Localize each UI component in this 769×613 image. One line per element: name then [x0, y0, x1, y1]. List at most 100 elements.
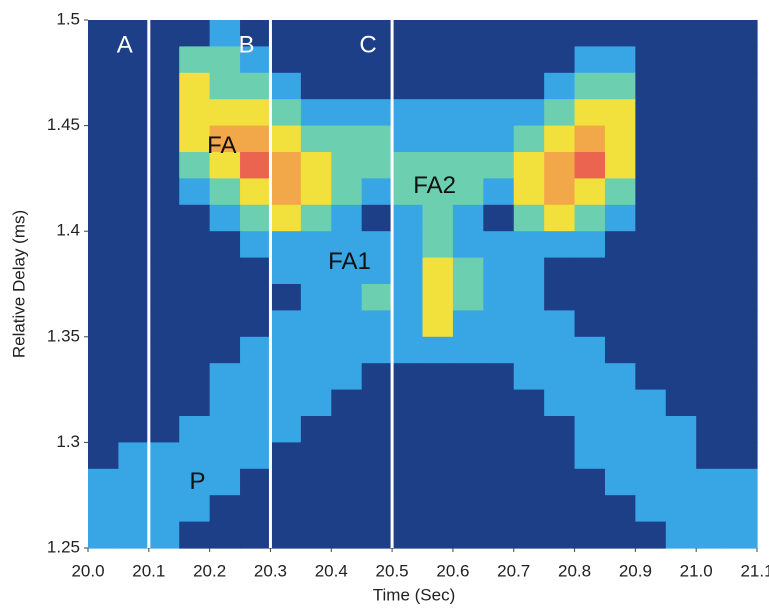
heat-cell — [726, 468, 758, 496]
heat-cell — [422, 125, 454, 153]
heat-cell — [726, 336, 758, 364]
heat-cell — [118, 336, 150, 364]
heat-cell — [604, 20, 636, 47]
heat-cell — [665, 152, 697, 179]
heat-cell — [635, 495, 667, 523]
heat-cell — [635, 416, 667, 443]
heat-cell — [726, 99, 758, 127]
heat-cell — [361, 389, 393, 417]
heat-cell — [544, 495, 576, 523]
heat-cell — [696, 416, 728, 443]
heat-cell — [726, 284, 758, 311]
heat-cell — [209, 231, 241, 259]
heat-cell — [179, 468, 211, 496]
heat-cell — [300, 468, 332, 496]
heat-cell — [88, 204, 120, 232]
heat-cell — [361, 46, 393, 74]
heat-cell — [88, 284, 120, 311]
x-tick-label: 21.1 — [740, 561, 769, 580]
heat-cell — [665, 521, 697, 549]
heat-cell — [88, 125, 120, 153]
heat-cell — [392, 72, 424, 100]
heat-cell — [635, 99, 667, 127]
heat-cell — [696, 125, 728, 153]
heat-cell — [331, 336, 363, 364]
heat-cell — [604, 284, 636, 311]
heat-cell — [696, 72, 728, 100]
heat-cell — [270, 152, 302, 179]
heat-cell — [544, 310, 576, 338]
heat-cell — [726, 204, 758, 232]
heat-cell — [665, 257, 697, 285]
heat-cell — [361, 416, 393, 443]
heat-cell — [696, 257, 728, 285]
heat-cell — [88, 72, 120, 100]
heat-cell — [88, 152, 120, 179]
heat-cell — [513, 204, 545, 232]
heat-cell — [361, 363, 393, 391]
heat-cell — [635, 363, 667, 391]
heat-cell — [574, 152, 606, 179]
heat-cell — [544, 72, 576, 100]
heat-cell — [392, 442, 424, 470]
heat-cell — [148, 46, 180, 74]
heat-cell — [392, 204, 424, 232]
heat-cell — [604, 72, 636, 100]
y-tick-label: 1.5 — [56, 9, 80, 28]
heat-cell — [331, 231, 363, 259]
heat-cell — [209, 20, 241, 47]
heat-cell — [118, 521, 150, 549]
heat-cell — [361, 284, 393, 311]
heat-cell — [513, 336, 545, 364]
heat-cell — [270, 521, 302, 549]
heat-cell — [422, 231, 454, 259]
heat-cell — [88, 416, 120, 443]
y-tick-label: 1.4 — [56, 221, 80, 240]
heat-cell — [361, 204, 393, 232]
x-tick-label: 20.0 — [71, 561, 104, 580]
heat-cell — [544, 125, 576, 153]
heat-cell — [483, 125, 515, 153]
heat-cell — [118, 468, 150, 496]
heat-cell — [361, 152, 393, 179]
heat-cell — [544, 99, 576, 127]
heat-cell — [574, 521, 606, 549]
heat-cell — [696, 204, 728, 232]
annotation: FA1 — [328, 248, 371, 275]
heat-cell — [544, 336, 576, 364]
heat-cell — [665, 336, 697, 364]
heat-cell — [452, 257, 484, 285]
heat-cell — [392, 389, 424, 417]
heat-cell — [696, 152, 728, 179]
heat-cell — [148, 416, 180, 443]
heat-cell — [179, 20, 211, 47]
heat-cell — [209, 336, 241, 364]
heat-cell — [635, 152, 667, 179]
heat-cell — [179, 495, 211, 523]
heat-cell — [148, 521, 180, 549]
heat-cell — [361, 521, 393, 549]
heat-cell — [452, 152, 484, 179]
heat-cell — [88, 310, 120, 338]
heat-cell — [179, 284, 211, 311]
heat-cell — [635, 521, 667, 549]
heat-cell — [240, 72, 272, 100]
heat-cell — [88, 495, 120, 523]
heat-cell — [179, 152, 211, 179]
heat-cell — [331, 20, 363, 47]
heat-cell — [118, 284, 150, 311]
x-tick-label: 20.1 — [132, 561, 165, 580]
heat-cell — [361, 468, 393, 496]
heat-cell — [88, 20, 120, 47]
heat-cell — [604, 99, 636, 127]
heat-cell — [361, 20, 393, 47]
heat-cell — [635, 72, 667, 100]
heat-cell — [148, 72, 180, 100]
x-tick-label: 20.8 — [558, 561, 591, 580]
heat-cell — [513, 231, 545, 259]
heat-cell — [665, 20, 697, 47]
heat-cell — [392, 495, 424, 523]
heat-cell — [331, 389, 363, 417]
heat-cell — [635, 257, 667, 285]
heat-cell — [118, 363, 150, 391]
